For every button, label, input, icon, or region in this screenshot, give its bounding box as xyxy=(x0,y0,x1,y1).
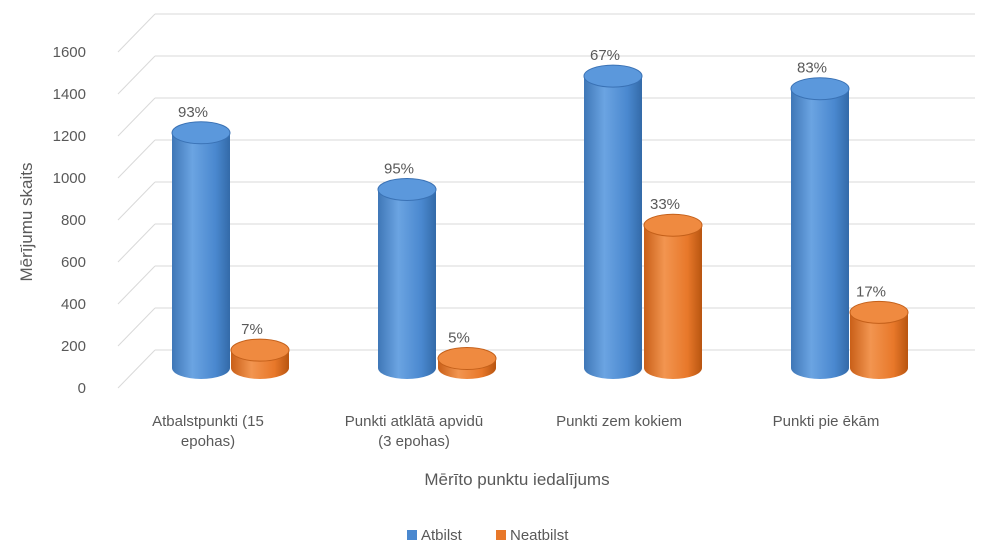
bar-top xyxy=(437,347,497,371)
legend-label: Neatbilst xyxy=(510,527,569,544)
gridline-diagonal xyxy=(117,307,156,347)
gridline-diagonal xyxy=(117,55,156,95)
bar-neatbilst-2 xyxy=(643,213,703,379)
bar-top xyxy=(790,77,850,101)
bar-body xyxy=(791,88,849,379)
data-labels: 93% 95% 67% 83% 7% 5% 33% 17% xyxy=(178,47,886,346)
bar-neatbilst-1 xyxy=(437,347,497,379)
y-tick-label: 800 xyxy=(61,212,86,229)
legend-swatch xyxy=(407,530,417,540)
data-label: 17% xyxy=(856,283,886,300)
y-tick-label: 400 xyxy=(61,296,86,313)
y-tick-label: 200 xyxy=(61,338,86,355)
gridline-diagonal xyxy=(117,139,156,179)
bar-top xyxy=(643,213,703,237)
bar-neatbilst-0 xyxy=(230,338,290,379)
y-tick-label: 1400 xyxy=(53,86,86,103)
bar-body xyxy=(378,189,436,379)
x-tick-label: Atbalstpunkti (15 epohas) xyxy=(152,413,264,450)
bar-atbilst-0 xyxy=(171,121,231,379)
x-tick-label: Punkti pie ēkām xyxy=(773,413,880,430)
bar-top xyxy=(583,64,643,88)
x-tick-label: Punkti zem kokiem xyxy=(556,413,682,430)
gridline-diagonal xyxy=(117,349,156,389)
bar-neatbilst-3 xyxy=(849,300,909,379)
bar-body xyxy=(584,76,642,379)
data-label: 7% xyxy=(241,321,263,338)
gridline-diagonal xyxy=(117,13,156,53)
data-label: 83% xyxy=(797,60,827,77)
bar-top xyxy=(377,178,437,201)
y-tick-label: 0 xyxy=(78,380,86,397)
legend-label: Atbilst xyxy=(421,527,463,544)
y-axis-ticks: 0 200 400 600 800 1000 1200 1400 1600 xyxy=(53,44,86,397)
bar-atbilst-3 xyxy=(790,77,850,379)
bar-atbilst-2 xyxy=(583,64,643,379)
data-label: 93% xyxy=(178,104,208,121)
bar-top xyxy=(849,300,909,324)
y-tick-label: 600 xyxy=(61,254,86,271)
data-label: 95% xyxy=(384,161,414,178)
bar-body xyxy=(172,132,230,379)
gridline-diagonal xyxy=(117,223,156,263)
data-label: 67% xyxy=(590,47,620,64)
bar-atbilst-1 xyxy=(377,178,437,379)
legend: Atbilst Neatbilst xyxy=(407,527,569,544)
bar-body xyxy=(850,312,908,379)
bars xyxy=(171,64,909,379)
legend-swatch xyxy=(496,530,506,540)
y-axis-title: Mērījumu skaits xyxy=(17,162,36,281)
gridline-diagonal xyxy=(117,181,156,221)
data-label: 33% xyxy=(650,196,680,213)
y-tick-label: 1600 xyxy=(53,44,86,61)
bar-top xyxy=(230,338,290,362)
gridline-diagonal xyxy=(117,97,156,137)
y-tick-label: 1200 xyxy=(53,128,86,145)
gridline-diagonal xyxy=(117,265,156,305)
y-tick-label: 1000 xyxy=(53,170,86,187)
x-tick-label: Punkti atklātā apvidū (3 epohas) xyxy=(345,413,483,450)
bar-top xyxy=(171,121,231,145)
bar-body xyxy=(644,225,702,379)
x-axis-ticks: Atbalstpunkti (15 epohas) Punkti atklātā a… xyxy=(152,413,879,450)
x-axis-title: Mērīto punktu iedalījums xyxy=(424,470,609,489)
data-label: 5% xyxy=(448,330,470,347)
